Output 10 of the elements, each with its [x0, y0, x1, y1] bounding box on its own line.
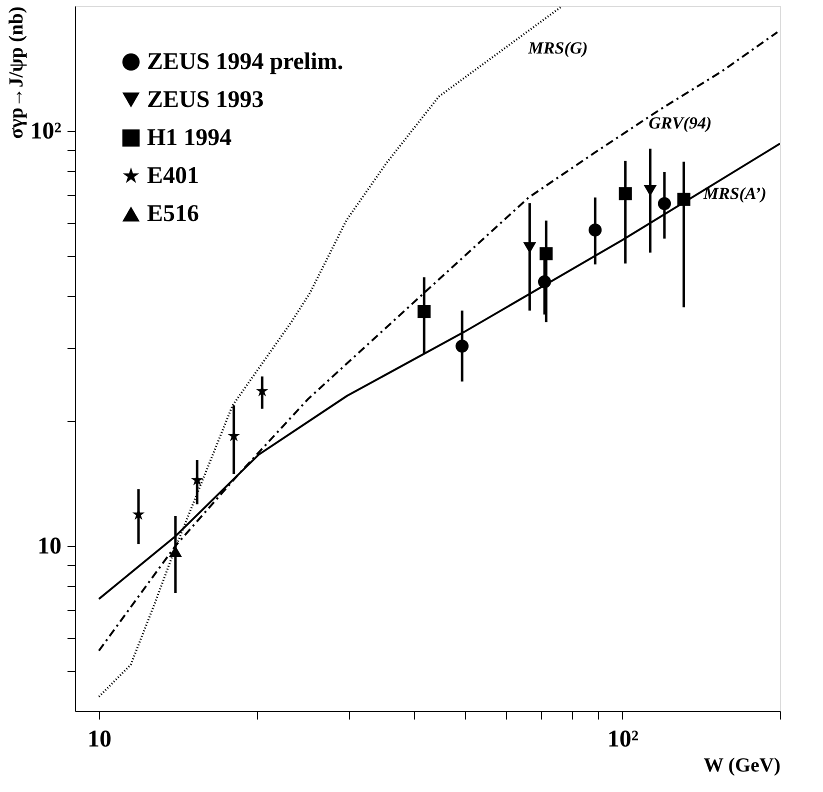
annotation: GRV(94) [648, 113, 712, 132]
annotation: MRS(A’) [702, 184, 766, 204]
legend-label: ZEUS 1993 [147, 87, 264, 113]
y-axis-title: σγp→J/ψp (nb) [5, 6, 28, 139]
legend-label: ZEUS 1994 prelim. [147, 49, 344, 75]
x-axis-title: W (GeV) [704, 754, 780, 776]
legend-label: E516 [147, 201, 200, 227]
legend-label: E401 [147, 163, 200, 189]
annotation: MRS(G) [527, 38, 588, 58]
legend-label: H1 1994 [147, 125, 232, 151]
